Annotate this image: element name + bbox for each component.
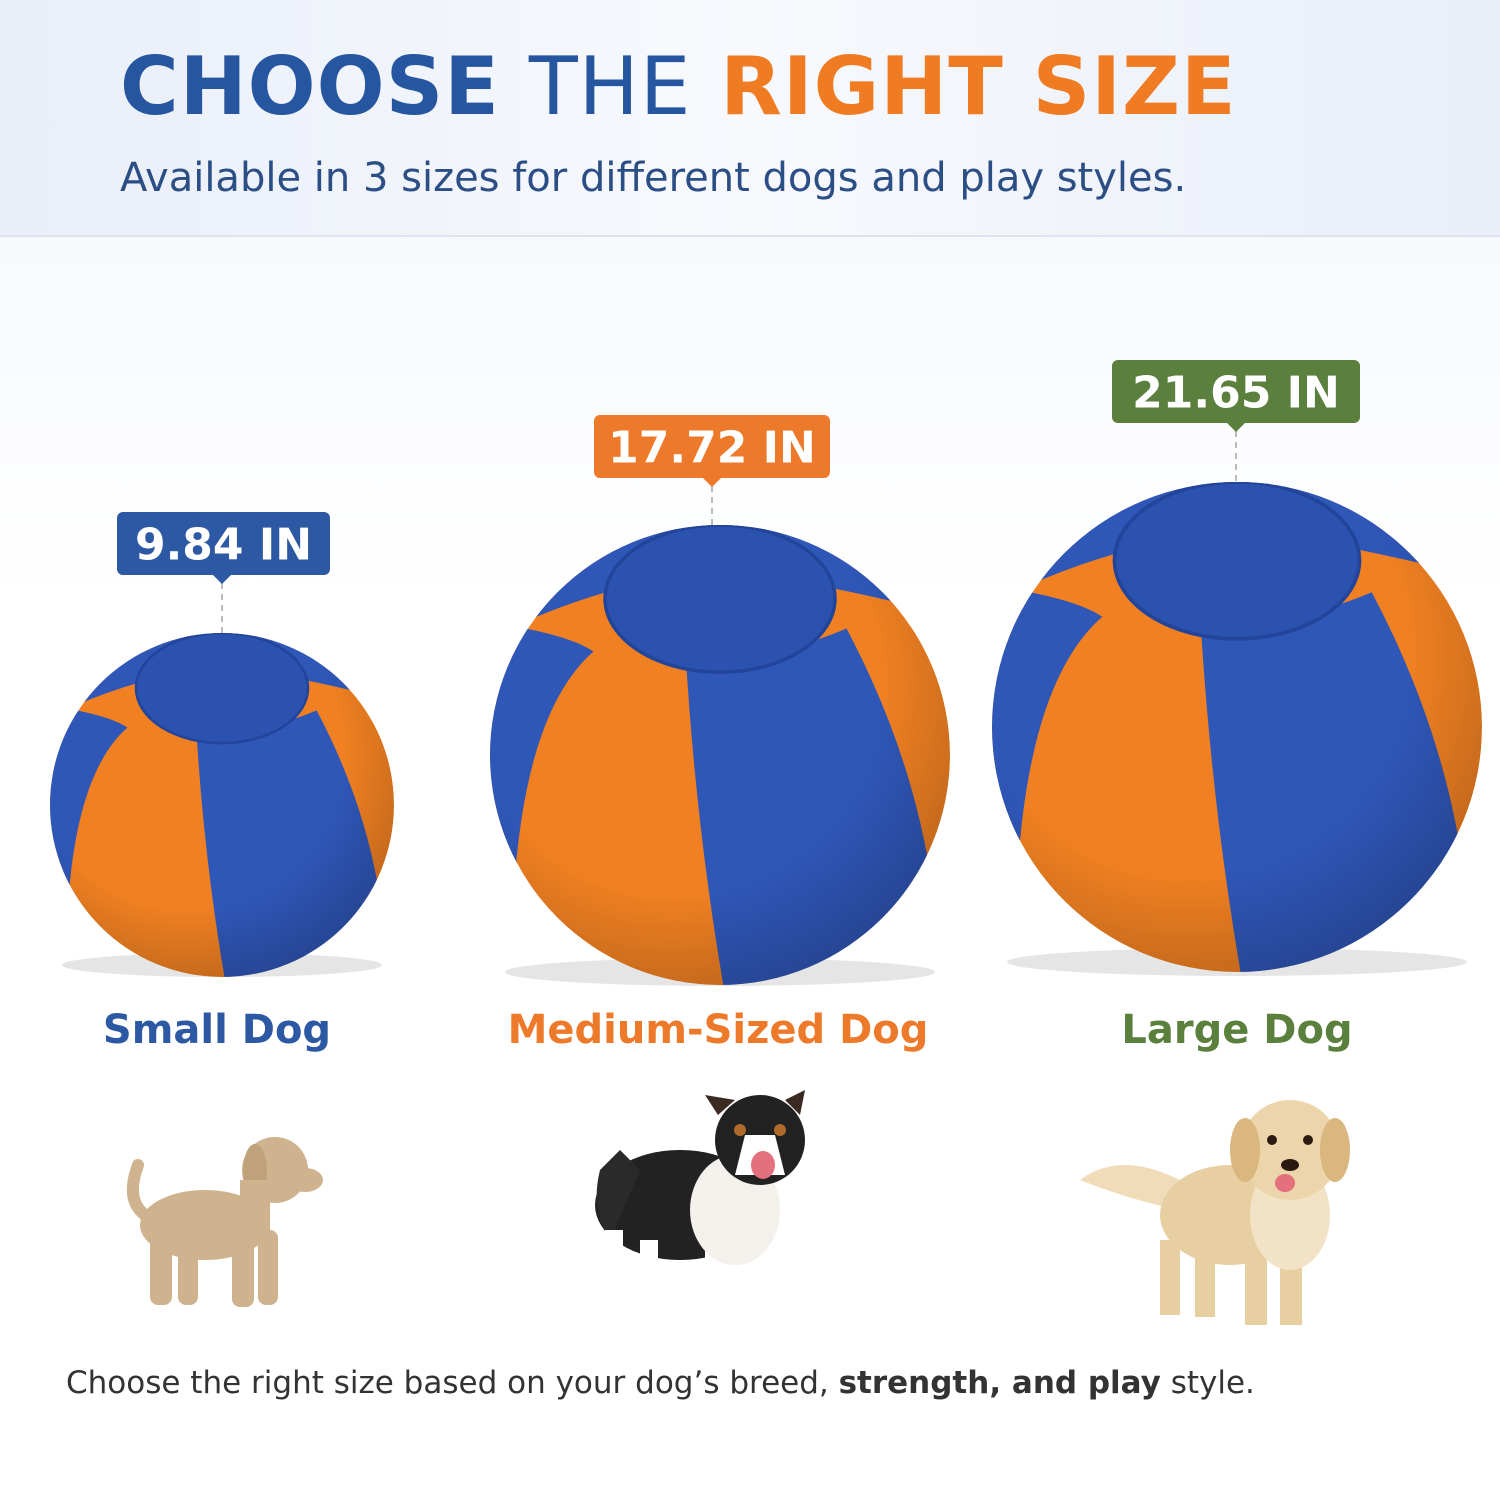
ball-large [943, 433, 1500, 1021]
size-label: Small Dog [103, 1007, 331, 1053]
footer-bold: strength, and play [838, 1365, 1161, 1401]
size-measure: 17.72 IN [608, 423, 816, 474]
size-badge [594, 415, 830, 478]
badge-pointer [1227, 423, 1245, 432]
header: CHOOSE THE RIGHT SIZE Available in 3 siz… [0, 0, 1500, 237]
size-label: Medium-Sized Dog [508, 1007, 929, 1053]
size-label: Large Dog [1121, 1007, 1352, 1053]
footer: Choose the right size based on your dog’… [66, 1365, 1255, 1401]
ball-small [16, 599, 429, 1012]
title: CHOOSE THE RIGHT SIZE [120, 40, 1237, 133]
size-badge [1112, 360, 1360, 423]
title-part: RIGHT SIZE [720, 40, 1237, 133]
medium-dog-photo [595, 1090, 805, 1310]
small-dog-icon [126, 1137, 323, 1307]
footer-text: style. [1160, 1365, 1255, 1401]
size-badge [117, 512, 330, 575]
large-dog-photo [1080, 1100, 1350, 1325]
badge-pointer [213, 575, 231, 584]
ball-medium [444, 479, 996, 1031]
subtitle: Available in 3 sizes for different dogs … [120, 155, 1187, 201]
title-part: THE [528, 40, 692, 133]
title-part: CHOOSE [120, 40, 500, 133]
footer-text: Choose the right size based on your dog’… [66, 1365, 839, 1401]
size-measure: 9.84 IN [135, 520, 312, 571]
badge-pointer [703, 478, 721, 487]
size-measure: 21.65 IN [1132, 368, 1340, 419]
